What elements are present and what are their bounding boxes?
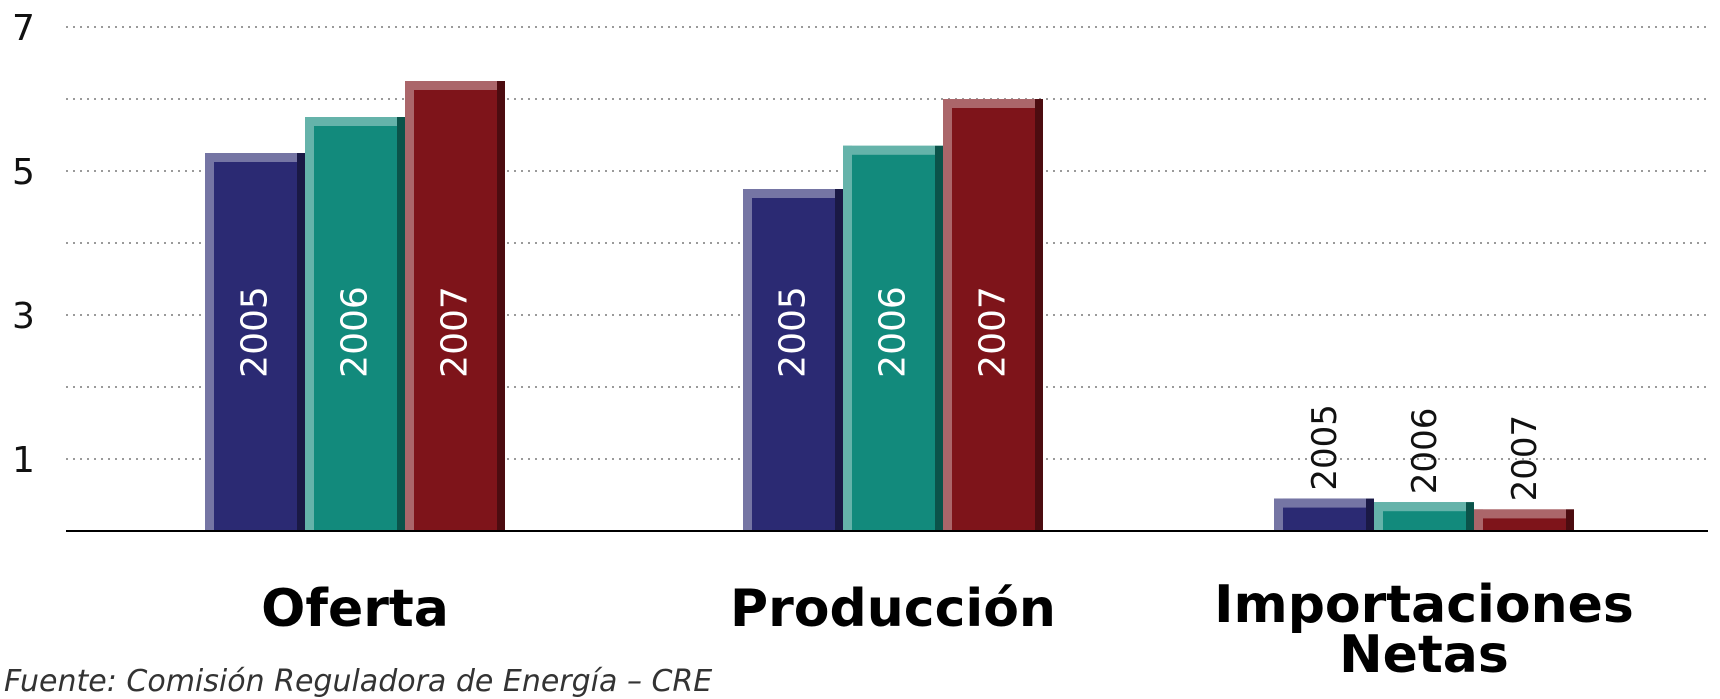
bar-label: 2007 [1505,415,1545,502]
bar-2007-0 [405,81,505,531]
category-label: Importaciones Netas [1214,575,1634,681]
y-tick-label: 3 [12,296,35,337]
category-label: Producción [730,579,1056,639]
bar-label: 2005 [235,286,276,378]
bar-2005-1 [743,189,843,531]
bar-label: 2007 [973,286,1014,378]
bar-2006-0 [305,117,405,531]
y-tick-label: 7 [12,8,35,49]
y-tick-label: 5 [12,152,35,193]
bar-label: 2005 [773,286,814,378]
bar-chart: 1 3 5 7 2005 2006 2007 2005 2006 2007 2005 2006 2007… [12,8,1708,681]
category-label: Oferta [261,579,449,639]
bar-label: 2006 [873,286,914,378]
bar-2005-0 [205,153,305,531]
bar-2006-1 [843,145,943,532]
bar-label: 2006 [1405,408,1445,495]
bar-2007-2 [1474,509,1574,531]
y-tick-label: 1 [12,440,35,481]
bar-label: 2006 [335,286,376,378]
bar-label: 2007 [435,286,476,378]
bar-2005-2 [1274,498,1374,531]
bar-label: 2005 [1305,404,1345,491]
source-note: Fuente: Comisión Reguladora de Energía –… [4,664,713,699]
bar-2006-2 [1374,502,1474,531]
bar-2007-1 [943,99,1043,531]
